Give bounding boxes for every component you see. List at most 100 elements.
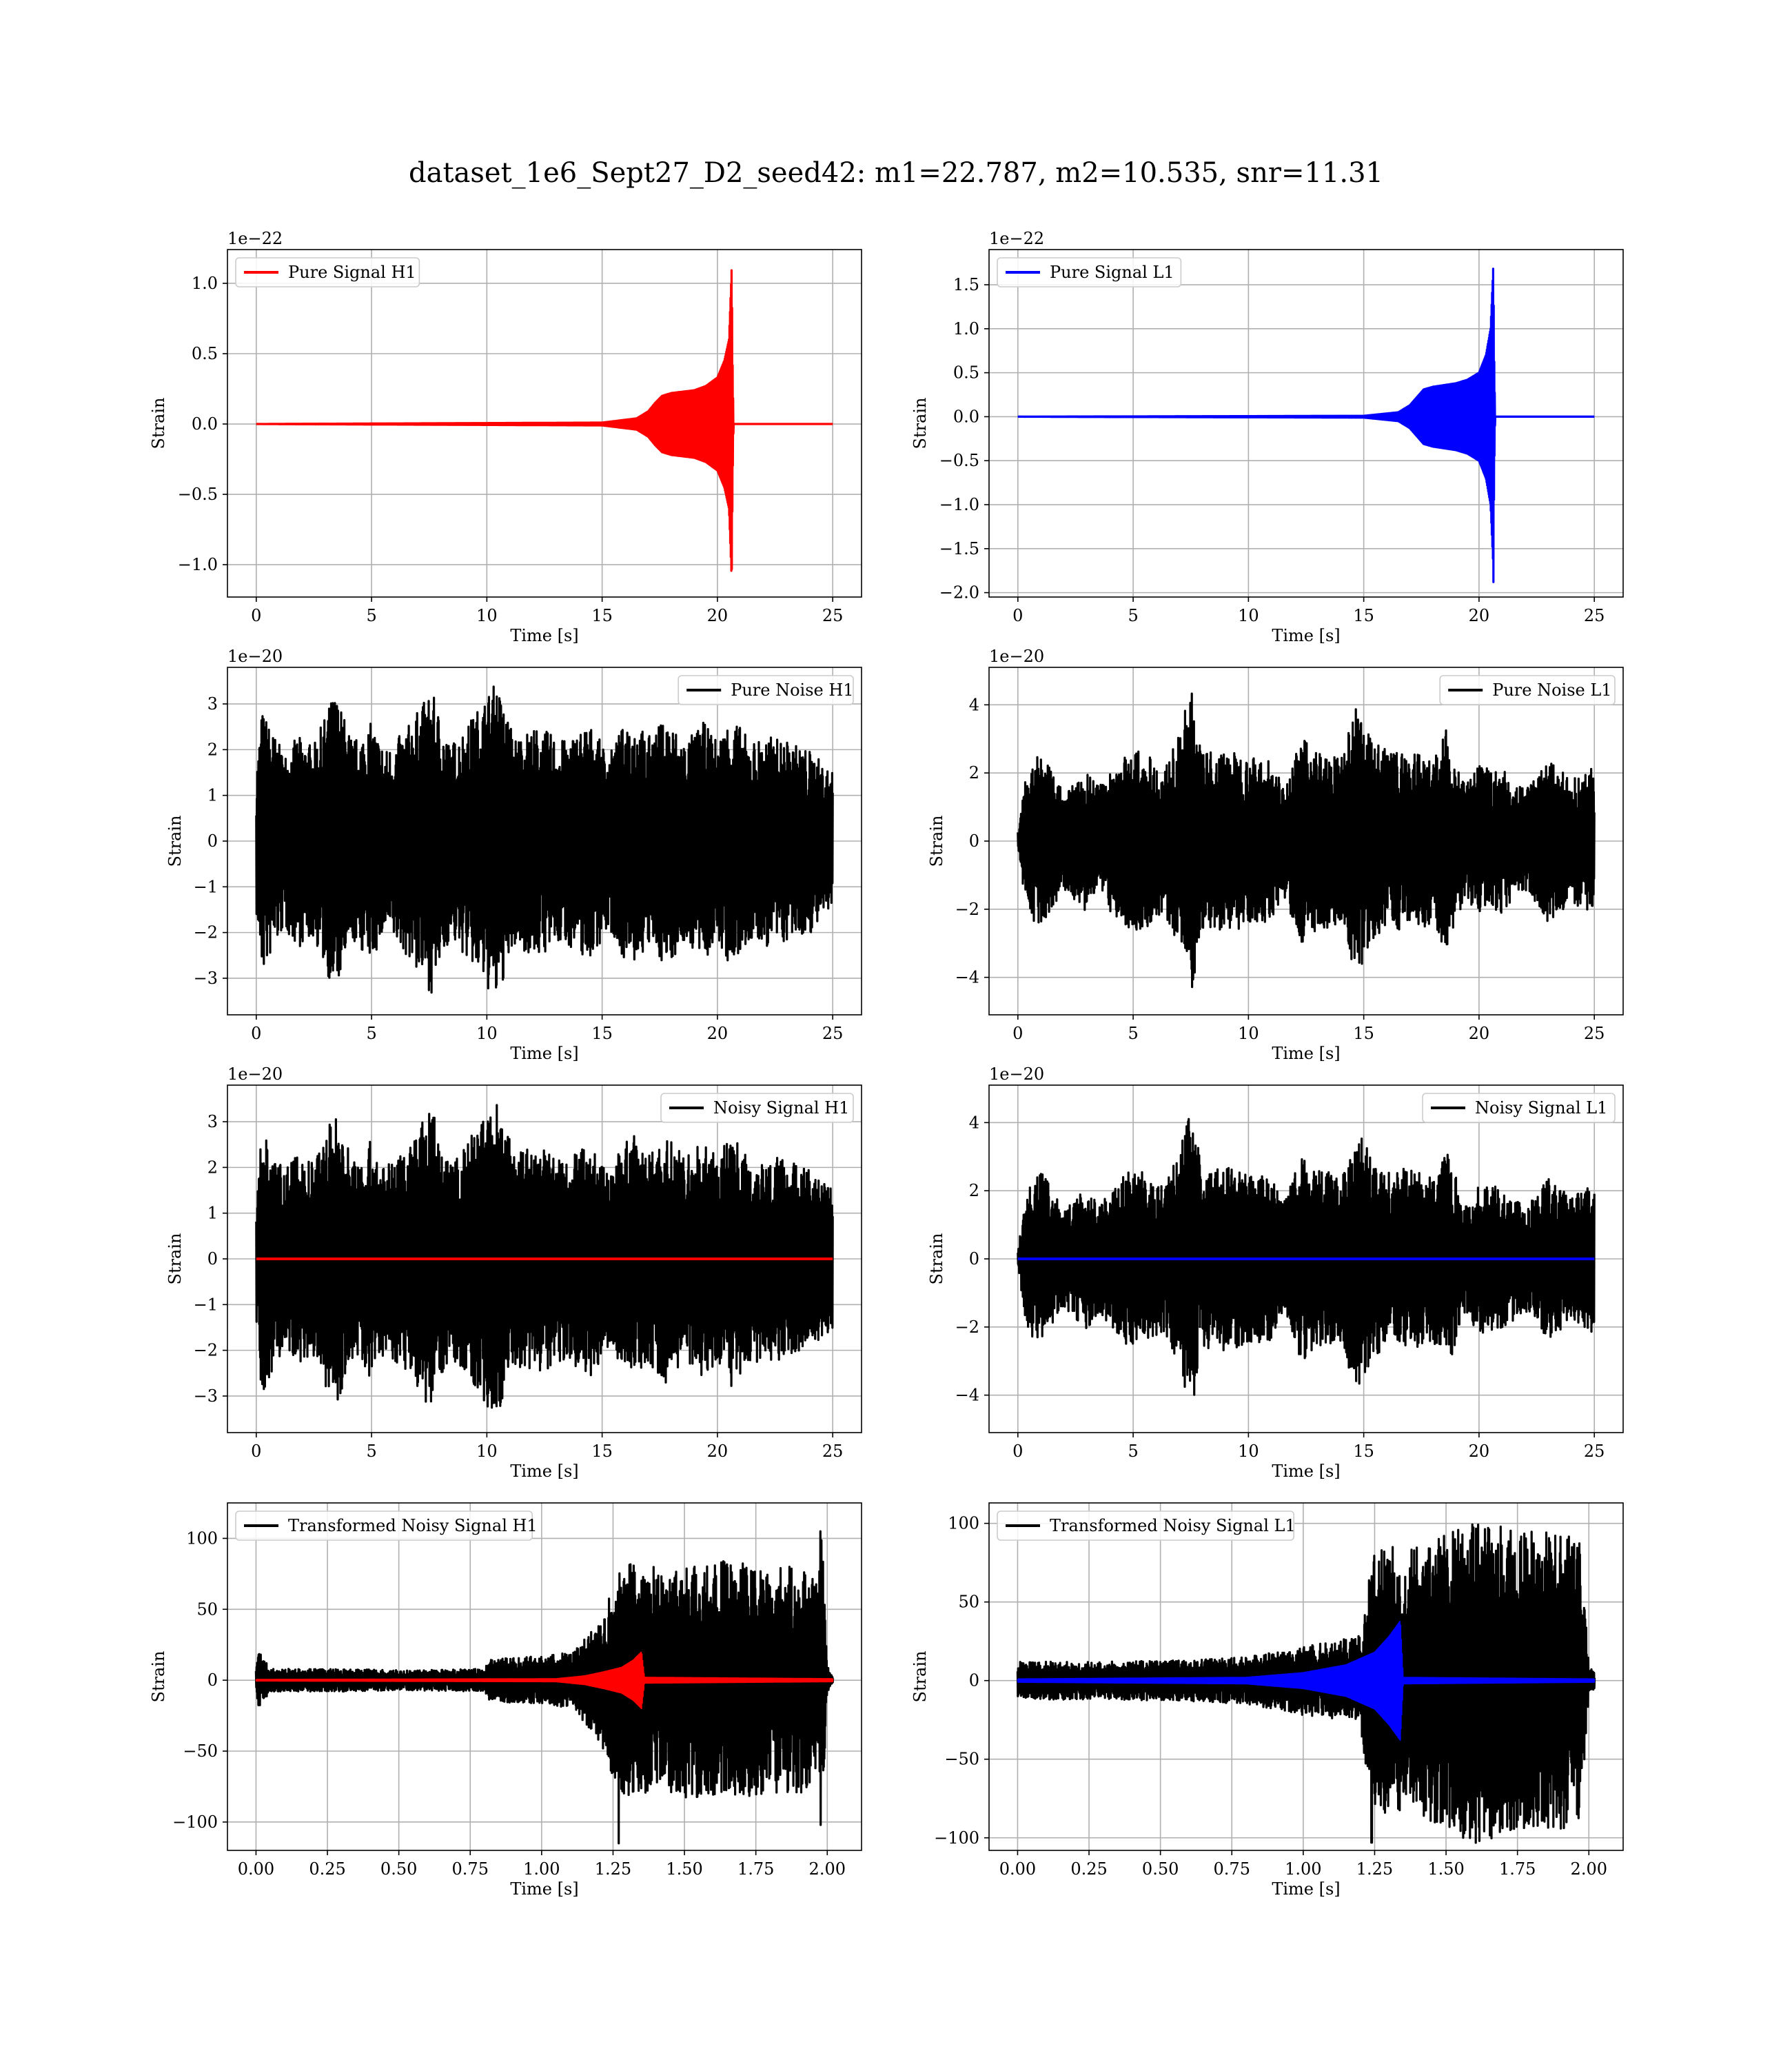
x-tick-label: 15 <box>591 1442 613 1461</box>
y-tick-label: 2 <box>969 763 979 782</box>
series-line-overlay <box>255 1651 834 1710</box>
x-tick-label: 0.00 <box>238 1859 274 1879</box>
y-tick-label: 1.0 <box>953 319 979 339</box>
x-tick-label: 5 <box>1128 1024 1138 1043</box>
subplot-pure-noise-h1: 0 5 10 15 20 25 −3 −2 −1 0 1 2 3 Time [s] Strain 1e−20 P… <box>165 647 862 1063</box>
y-tick-label: −50 <box>944 1750 979 1769</box>
x-tick-label: 20 <box>707 1442 729 1461</box>
offset-text: 1e−20 <box>227 647 283 666</box>
offset-text: 1e−22 <box>989 229 1044 248</box>
x-tick-label: 15 <box>1353 1024 1374 1043</box>
x-tick-label: 15 <box>1353 606 1374 625</box>
x-tick-label: 15 <box>591 1024 613 1043</box>
x-tick-label: 0 <box>251 1442 261 1461</box>
series-line <box>1017 267 1596 583</box>
y-axis-label: Strain <box>149 398 168 449</box>
legend-box <box>997 1511 1295 1541</box>
subplot-pure-signal-l1: 0 5 10 15 20 25 −2.0 −1.5 −1.0 −0.5 0.0 0.5 1.0 1.5 Ti… <box>910 229 1624 645</box>
x-tick-label: 1.75 <box>737 1859 774 1879</box>
legend-box <box>678 675 854 705</box>
offset-text: 1e−20 <box>227 1064 283 1084</box>
y-tick-label: −2 <box>194 1341 218 1360</box>
x-tick-label: 5 <box>366 1442 376 1461</box>
y-tick-label: 0 <box>969 831 979 851</box>
axes-frame <box>227 1502 862 1851</box>
y-tick-label: −1 <box>194 877 218 896</box>
x-tick-label: 15 <box>591 606 613 625</box>
y-tick-label: 2 <box>969 1181 979 1200</box>
x-tick-label: 10 <box>476 1442 498 1461</box>
x-tick-label: 5 <box>1128 1442 1138 1461</box>
legend: Transformed Noisy Signal H1 <box>235 1511 538 1541</box>
x-tick-label: 15 <box>1353 1442 1374 1461</box>
series-line <box>1016 1523 1596 1844</box>
y-tick-label: 1.0 <box>192 274 218 293</box>
x-tick-label: 0.75 <box>1214 1859 1250 1879</box>
legend-label: Pure Noise H1 <box>731 680 853 700</box>
x-tick-label: 20 <box>707 606 729 625</box>
y-tick-label: −2 <box>955 1317 979 1337</box>
x-axis-label: Time [s] <box>510 1879 578 1899</box>
y-tick-label: 2 <box>207 740 218 759</box>
x-tick-label: 0 <box>251 1024 261 1043</box>
x-tick-label: 10 <box>1238 606 1259 625</box>
y-tick-label: −50 <box>183 1741 218 1761</box>
x-tick-label: 25 <box>1584 606 1605 625</box>
y-tick-label: 3 <box>207 1112 218 1131</box>
y-tick-label: −1.0 <box>178 555 218 574</box>
y-axis-label: Strain <box>927 816 946 867</box>
y-tick-label: 1.5 <box>953 275 979 294</box>
y-tick-label: −0.5 <box>178 485 218 504</box>
y-tick-label: 100 <box>948 1514 979 1533</box>
y-tick-label: 0.0 <box>953 407 979 426</box>
offset-text: 1e−20 <box>989 647 1044 666</box>
y-tick-label: 50 <box>196 1599 218 1619</box>
legend-label: Pure Noise L1 <box>1492 680 1611 700</box>
legend-box <box>1439 675 1616 705</box>
axes-frame <box>988 249 1624 598</box>
legend-box <box>235 1511 533 1541</box>
series-line <box>254 1530 835 1845</box>
legend: Pure Noise L1 <box>1439 675 1616 705</box>
legend-label: Transformed Noisy Signal L1 <box>1050 1516 1296 1535</box>
x-tick-label: 10 <box>1238 1024 1259 1043</box>
y-tick-label: 0 <box>969 1671 979 1690</box>
y-tick-label: 4 <box>969 1113 979 1132</box>
x-tick-label: 25 <box>822 1024 844 1043</box>
x-tick-label: 25 <box>822 1442 844 1461</box>
offset-text: 1e−22 <box>227 229 283 248</box>
y-axis-label: Strain <box>165 1233 185 1285</box>
x-axis-label: Time [s] <box>510 1462 578 1481</box>
y-tick-label: 50 <box>958 1593 979 1612</box>
subplot-pure-signal-h1: 0 5 10 15 20 25 −1.0 −0.5 0.0 0.5 1.0 Time [s] Strai… <box>149 229 862 645</box>
legend: Noisy Signal H1 <box>660 1093 854 1123</box>
x-axis-label: Time [s] <box>1272 1879 1340 1899</box>
x-tick-label: 25 <box>1584 1024 1605 1043</box>
x-tick-label: 0.50 <box>380 1859 417 1879</box>
x-tick-label: 0.25 <box>1070 1859 1107 1879</box>
y-tick-label: −4 <box>955 1386 979 1405</box>
y-tick-label: −0.5 <box>939 451 979 470</box>
y-tick-label: 3 <box>207 694 218 714</box>
y-tick-label: −100 <box>172 1812 218 1832</box>
legend-box <box>660 1093 854 1123</box>
legend: Transformed Noisy Signal L1 <box>997 1511 1296 1541</box>
y-tick-label: −2 <box>955 900 979 919</box>
x-tick-label: 1.00 <box>1285 1859 1321 1879</box>
x-tick-label: 0.50 <box>1142 1859 1179 1879</box>
x-tick-label: 0 <box>1012 1442 1023 1461</box>
y-tick-label: −1.5 <box>939 539 979 558</box>
x-axis-label: Time [s] <box>1272 1462 1340 1481</box>
legend-label: Transformed Noisy Signal H1 <box>288 1516 538 1535</box>
subplot-transformed-l1: 0.00 0.25 0.50 0.75 1.00 1.25 1.50 1.75 2.00 −100… <box>910 1502 1624 1899</box>
x-tick-label: 0.75 <box>452 1859 489 1879</box>
x-tick-label: 2.00 <box>809 1859 846 1879</box>
legend: Pure Signal H1 <box>235 257 420 287</box>
y-tick-label: 0.5 <box>192 344 218 363</box>
x-tick-label: 10 <box>476 1024 498 1043</box>
x-tick-label: 0.25 <box>309 1859 345 1879</box>
x-tick-label: 5 <box>366 1024 376 1043</box>
legend-label: Noisy Signal L1 <box>1475 1098 1607 1118</box>
x-tick-label: 1.50 <box>1427 1859 1464 1879</box>
